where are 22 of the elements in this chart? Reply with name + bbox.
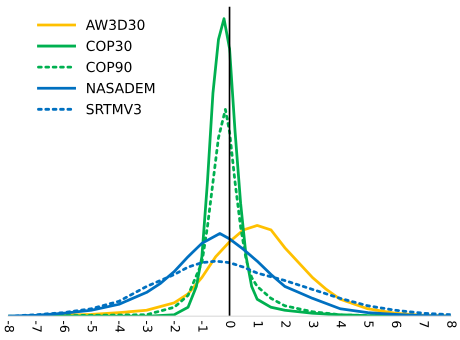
x-tick-label: -5 <box>88 320 97 332</box>
x-tick-label: 0 <box>226 321 236 328</box>
x-tick-label: -1 <box>198 320 208 332</box>
x-tick-label: -3 <box>142 320 152 332</box>
x-tick-label: -4 <box>115 320 125 332</box>
x-tick-label: 1 <box>254 322 263 328</box>
legend-label: SRTMV3 <box>86 104 141 114</box>
x-tick-label: 3 <box>308 321 318 328</box>
legend-label: COP90 <box>86 62 132 72</box>
x-tick-label: 5 <box>364 321 374 328</box>
x-tick-label: -2 <box>170 320 180 332</box>
x-tick-label: 4 <box>336 320 346 328</box>
x-tick-label: 7 <box>420 321 429 328</box>
x-tick-label: -8 <box>4 320 14 332</box>
x-tick-label: -7 <box>32 320 42 332</box>
legend-label: COP30 <box>86 40 132 52</box>
x-tick-label: 6 <box>392 321 402 328</box>
legend-label: AW3D30 <box>86 20 144 30</box>
x-tick-label: 2 <box>281 321 291 328</box>
legend-label: NASADEM <box>87 82 154 94</box>
x-tick-label: -6 <box>60 320 70 332</box>
x-tick-label: 8 <box>447 321 457 328</box>
